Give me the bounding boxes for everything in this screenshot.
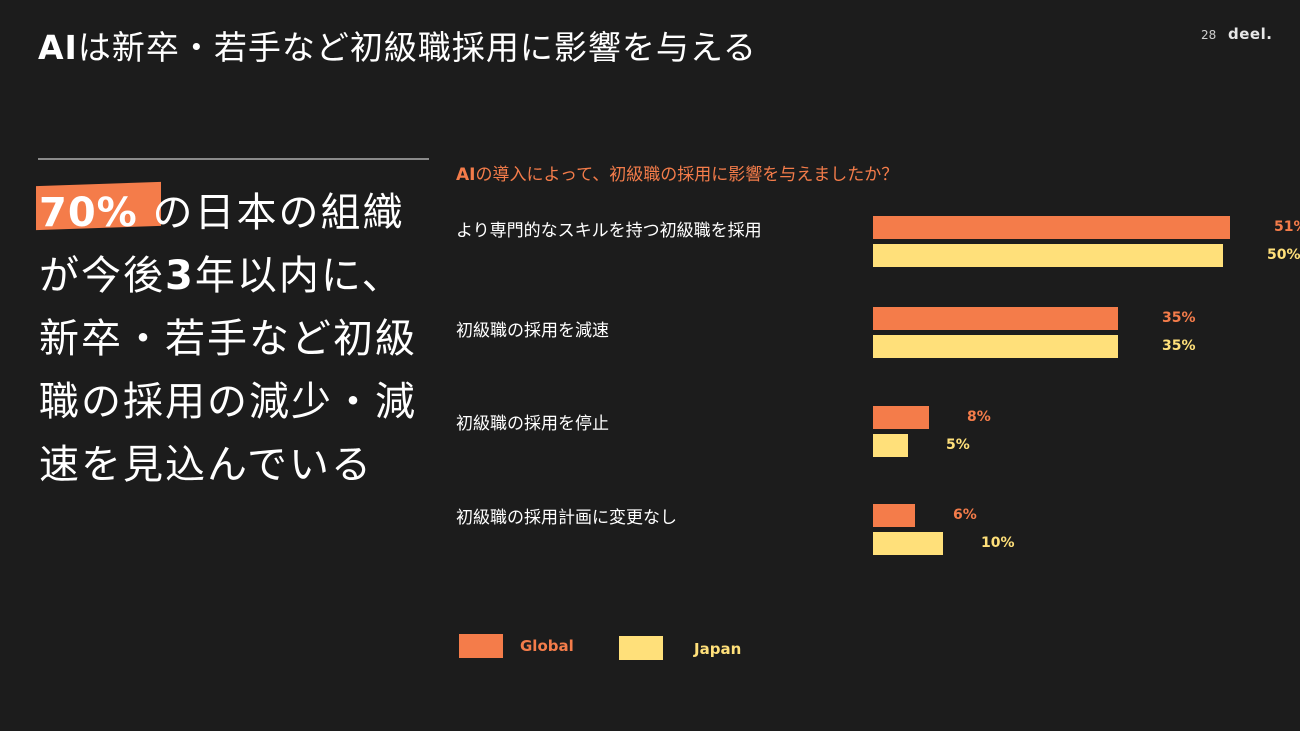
chart-title-rest: の導入によって、初級職の採用に影響を与えましたか？ [475,165,899,185]
bar-japan [873,434,908,457]
bar-japan [873,335,1118,358]
category-label: より専門的なスキルを持つ初級職を採用 [456,221,762,241]
highlight-statement: 70% の日本の組織が今後3年以内に、新卒・若手など初級職の採用の減少・減速を見… [39,182,424,497]
value-label-global: 51% [1274,219,1300,235]
category-label: 初級職の採用を減速 [456,321,609,341]
title-rest: は新卒・若手など初級職採用に影響を与える [77,28,757,67]
category-label: 初級職の採用計画に変更なし [456,508,677,528]
category-label: 初級職の採用を停止 [456,414,609,434]
page-number: 28 [1201,28,1217,42]
value-label-global: 6% [953,507,977,523]
highlight-text-2: 年以内に、新卒・若手など初級職の採用の減少・減速を見込んでいる [39,253,417,488]
value-label-japan: 5% [946,437,970,453]
legend-swatch-global [459,634,503,658]
bar-global [873,504,915,527]
bar-global [873,406,929,429]
legend-label-japan: Japan [694,640,742,658]
bar-global [873,216,1230,239]
value-label-japan: 35% [1162,338,1196,354]
bar-japan [873,244,1223,267]
bar-japan [873,532,943,555]
value-label-global: 8% [967,409,991,425]
value-label-japan: 50% [1267,247,1300,263]
legend-swatch-japan [619,636,663,660]
title-lead: AI [38,28,78,67]
highlight-bold-number: 3 [165,253,195,299]
divider [38,158,429,160]
chart-title: AIの導入によって、初級職の採用に影響を与えましたか？ [456,160,898,185]
legend-label-global: Global [520,637,574,655]
deel-logo: deel. [1228,25,1273,43]
bar-global [873,307,1118,330]
value-label-japan: 10% [981,535,1015,551]
highlight-percent: 70% [39,190,138,236]
highlight-text-1: の日本の組織が今後 [39,190,405,299]
chart-title-lead: AI [456,165,476,185]
page-title: AIは新卒・若手など初級職採用に影響を与える [38,28,757,68]
value-label-global: 35% [1162,310,1196,326]
